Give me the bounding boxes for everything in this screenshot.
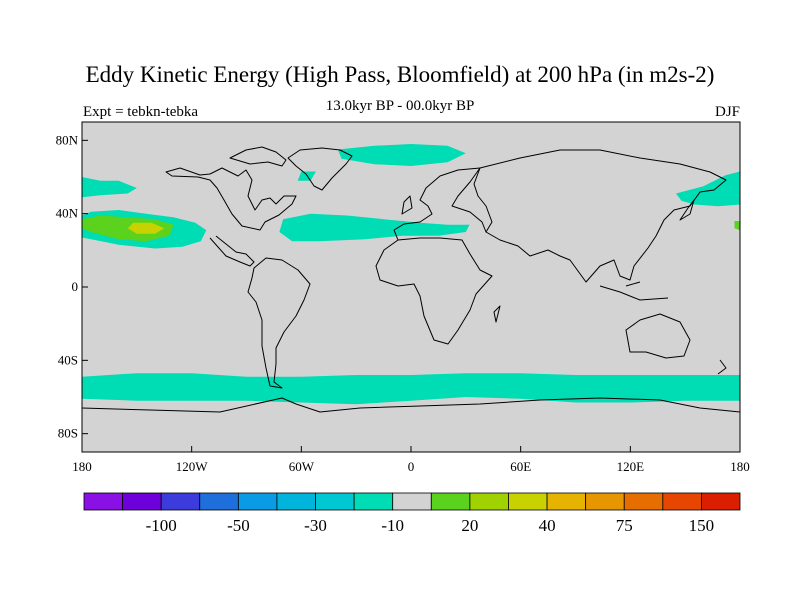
contour-regions xyxy=(82,144,740,405)
region-south-storm-track-band xyxy=(82,373,740,405)
region-north-pacific-central-core xyxy=(127,222,165,234)
coast-greenland xyxy=(287,147,353,191)
coast-south-america xyxy=(247,257,311,389)
colorbar-box xyxy=(276,492,316,511)
region-japan-edge-patch xyxy=(734,221,740,231)
colorbar-box xyxy=(469,492,509,511)
coast-madagascar xyxy=(493,305,501,323)
colorbar-label: 40 xyxy=(539,516,556,535)
region-north-pacific-east-band xyxy=(676,171,740,207)
coast-japan xyxy=(679,199,695,221)
colorbar-box xyxy=(546,492,587,511)
lon-tick-label: 0 xyxy=(408,459,415,474)
colorbar-label: -10 xyxy=(381,516,404,535)
colorbar-label: -30 xyxy=(304,516,327,535)
lat-tick-label: 80S xyxy=(58,426,78,441)
lon-tick-label: 180 xyxy=(72,459,92,474)
colorbar-box xyxy=(160,492,201,511)
lon-tick-label: 60E xyxy=(510,459,531,474)
colorbar-label: 75 xyxy=(616,516,633,535)
colorbar-box xyxy=(662,492,702,511)
lon-tick-label: 180 xyxy=(730,459,750,474)
region-north-pacific-central-inner xyxy=(82,215,174,242)
plot-title: Eddy Kinetic Energy (High Pass, Bloomfie… xyxy=(85,62,715,87)
region-arctic-atlantic-band xyxy=(337,144,466,166)
map-background xyxy=(82,122,740,452)
colorbar-box xyxy=(623,492,664,511)
colorbar-box xyxy=(237,492,278,511)
coastlines xyxy=(82,146,740,413)
colorbar-box xyxy=(508,492,548,511)
colorbar-label: 150 xyxy=(689,516,715,535)
colorbar-box xyxy=(353,492,394,511)
experiment-label: Expt = tebkn-tebka xyxy=(83,104,199,120)
plot-subtitle: 13.0kyr BP - 00.0kyr BP xyxy=(325,98,475,114)
lon-tick-label: 120E xyxy=(617,459,645,474)
coast-british-isles xyxy=(401,195,413,215)
colorbar-box xyxy=(392,492,432,511)
lon-tick-label: 120W xyxy=(176,459,209,474)
coast-australia xyxy=(625,313,691,359)
colorbar-label: -50 xyxy=(227,516,250,535)
coast-canadian-archipelago xyxy=(229,146,287,167)
coast-europe xyxy=(393,167,487,241)
colorbar: -100 -50 -30 -10 20 40 75 150 xyxy=(83,492,741,535)
lat-tick-label: 40S xyxy=(58,352,78,367)
season-label: DJF xyxy=(714,104,740,120)
coast-asia xyxy=(473,149,727,283)
lat-tick-label: 80N xyxy=(56,132,79,147)
colorbar-label: -100 xyxy=(146,516,177,535)
lon-tick-label: 60W xyxy=(289,459,315,474)
coast-africa xyxy=(375,237,493,345)
coast-new-zealand xyxy=(717,359,727,375)
colorbar-box xyxy=(83,492,123,511)
lat-tick-label: 0 xyxy=(72,279,79,294)
coast-indonesia xyxy=(599,281,669,301)
coast-antarctica xyxy=(82,397,740,413)
region-north-atlantic-band xyxy=(279,213,470,242)
coast-central-america xyxy=(209,235,255,267)
colorbar-box xyxy=(199,492,239,511)
colorbar-box xyxy=(122,492,162,511)
colorbar-box xyxy=(315,492,355,511)
lat-tick-label: 40N xyxy=(56,206,79,221)
colorbar-box xyxy=(585,492,625,511)
colorbar-box xyxy=(701,492,741,511)
colorbar-label: 20 xyxy=(461,516,478,535)
region-north-pacific-west-band xyxy=(82,177,137,198)
coast-north-america xyxy=(165,167,297,231)
axis-ticks: 80N 40N 0 40S 80S 180 120W 60W 0 60E 120E 180 xyxy=(56,132,750,474)
colorbar-box xyxy=(430,492,471,511)
